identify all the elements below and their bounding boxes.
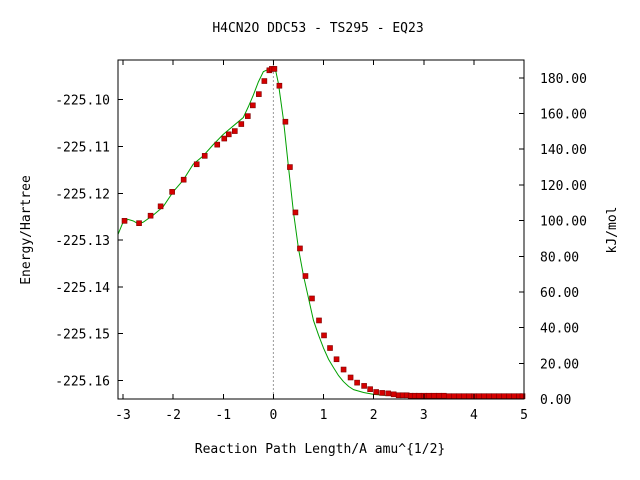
data-point [136, 220, 142, 226]
chart-title: H4CN2O DDC53 - TS295 - EQ23 [212, 21, 423, 36]
y-axis-label: Energy/Hartree [19, 175, 34, 285]
data-point [481, 393, 487, 399]
data-point [367, 386, 373, 392]
data-point [491, 393, 497, 399]
x-tick-label: 0 [269, 408, 277, 423]
data-point [193, 161, 200, 168]
data-point [214, 141, 221, 148]
data-point [309, 295, 315, 302]
data-point [461, 393, 467, 399]
energy-curve [117, 68, 524, 397]
data-point [327, 345, 333, 351]
x-tick-label: 3 [420, 408, 428, 423]
data-point [415, 392, 422, 399]
y-axis-ticks: -225.10 -225.11 -225.12 -225.13 -225.14 -225.… [55, 94, 123, 389]
x-tick-label: -2 [165, 408, 181, 423]
data-point [496, 393, 502, 399]
y-tick-label: -225.10 [55, 94, 110, 109]
data-point [256, 91, 262, 97]
y2-tick-label: 160.00 [540, 108, 587, 123]
data-point [271, 66, 278, 72]
data-point [316, 317, 322, 324]
x-axis-label: Reaction Path Length/A amu^{1/2} [195, 442, 445, 457]
data-point [250, 102, 256, 109]
data-point [201, 153, 208, 159]
data-point [456, 393, 462, 399]
y2-tick-label: 60.00 [540, 286, 579, 301]
y2-tick-label: 180.00 [540, 72, 587, 87]
x-axis-ticks: -3 -2 -1 0 1 2 3 4 5 [115, 60, 528, 423]
y2-tick-label: 0.00 [540, 393, 571, 408]
x-tick-label: 2 [370, 408, 378, 423]
data-point [333, 356, 340, 363]
x-tick-label: 5 [520, 408, 528, 423]
y2-tick-label: 40.00 [540, 322, 579, 337]
y-tick-label: -225.11 [55, 141, 110, 156]
y2-tick-label: 100.00 [540, 215, 587, 230]
data-point [379, 390, 385, 396]
y-tick-label: -225.15 [55, 328, 110, 343]
points-group [121, 66, 526, 399]
data-point [157, 203, 164, 210]
y-tick-label: -225.16 [55, 374, 110, 389]
y2-tick-label: 20.00 [540, 357, 579, 372]
data-point [476, 393, 482, 399]
data-point [506, 393, 512, 399]
data-point [282, 118, 289, 125]
data-point [340, 366, 347, 373]
x-tick-label: -1 [215, 408, 231, 423]
data-point [231, 128, 238, 134]
data-point [302, 273, 309, 279]
data-point [446, 393, 452, 399]
data-point [121, 218, 128, 224]
data-point [466, 393, 472, 399]
y2-tick-label: 140.00 [540, 143, 587, 158]
data-point [276, 82, 283, 89]
data-point [245, 113, 251, 119]
data-point [385, 390, 391, 397]
data-point [221, 135, 228, 142]
y2-tick-label: 120.00 [540, 179, 587, 194]
x-tick-label: 4 [470, 408, 478, 423]
y2-tick-label: 80.00 [540, 250, 579, 265]
data-point [180, 176, 187, 183]
data-point [501, 393, 507, 399]
x-tick-label: -3 [115, 408, 131, 423]
data-point [354, 379, 360, 386]
data-point [169, 189, 175, 195]
y-tick-label: -225.14 [55, 281, 110, 296]
data-point [373, 389, 379, 395]
data-point [321, 332, 327, 339]
data-point [451, 393, 457, 399]
y2-axis-ticks: 0.00 20.00 40.00 60.00 80.00 100.00 120.00 140.… [519, 72, 587, 408]
data-point [511, 393, 517, 399]
data-point [347, 374, 354, 381]
data-point [361, 383, 367, 389]
y2-axis-label: kJ/mol [605, 207, 620, 254]
data-point [238, 121, 245, 127]
data-point [261, 78, 268, 84]
data-point [435, 392, 442, 399]
data-point [486, 393, 492, 399]
data-point [390, 391, 397, 398]
data-point [440, 392, 447, 399]
data-point [225, 131, 232, 138]
data-point [147, 212, 154, 219]
data-point [287, 164, 293, 170]
plot-frame [117, 59, 525, 400]
x-tick-label: 1 [320, 408, 328, 423]
curve-group [117, 68, 524, 397]
y-tick-label: -225.12 [55, 187, 110, 202]
data-point [292, 209, 299, 216]
data-point [425, 392, 432, 399]
data-point [297, 245, 303, 252]
y-tick-label: -225.13 [55, 234, 110, 249]
data-point [430, 392, 437, 399]
